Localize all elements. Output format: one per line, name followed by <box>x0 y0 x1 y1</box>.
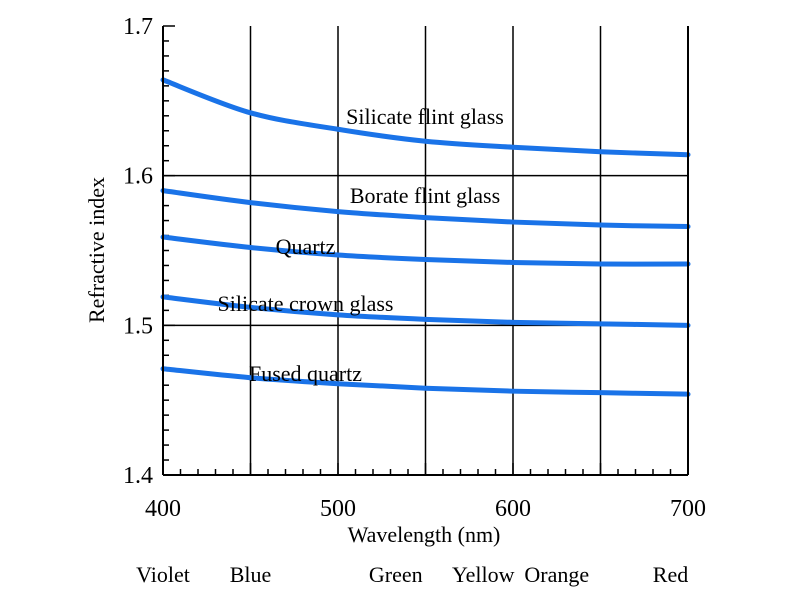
color-label-blue: Blue <box>230 562 272 587</box>
series-line-4 <box>160 366 691 397</box>
color-label-violet: Violet <box>136 562 190 587</box>
tick-labels: 400 500 600 700 1.4 1.5 1.6 1.7 <box>123 14 706 522</box>
color-label-red: Red <box>653 562 688 587</box>
x-tick-label: 500 <box>320 496 356 522</box>
series-line-0 <box>160 77 691 158</box>
series-label-3: Silicate crown glass <box>218 291 394 316</box>
color-label-orange: Orange <box>524 562 589 587</box>
series-line-3 <box>160 294 691 328</box>
series-label-1: Borate flint glass <box>350 183 500 208</box>
color-label-green: Green <box>369 562 423 587</box>
color-label-yellow: Yellow <box>452 562 515 587</box>
y-axis-title: Refractive index <box>84 177 109 323</box>
color-labels: Violet Blue Green Yellow Orange Red <box>136 562 688 587</box>
y-tick-label: 1.5 <box>123 313 153 339</box>
series-labels: Silicate flint glass Borate flint glass Qu… <box>218 104 504 386</box>
y-tick-label: 1.4 <box>123 463 153 489</box>
series-line-1 <box>160 188 691 230</box>
x-axis-title: Wavelength (nm) <box>348 522 501 547</box>
series-label-0: Silicate flint glass <box>346 104 504 129</box>
plot-frame <box>162 26 689 476</box>
y-tick-label: 1.6 <box>123 164 153 190</box>
series-label-4: Fused quartz <box>249 361 362 386</box>
x-tick-label: 700 <box>670 496 706 522</box>
series-label-2: Quartz <box>276 234 336 259</box>
series-curves <box>160 77 691 397</box>
x-tick-label: 600 <box>495 496 531 522</box>
x-tick-label: 400 <box>145 496 181 522</box>
grid-lines <box>163 26 688 475</box>
y-tick-label: 1.7 <box>123 14 153 40</box>
series-line-2 <box>160 234 691 267</box>
